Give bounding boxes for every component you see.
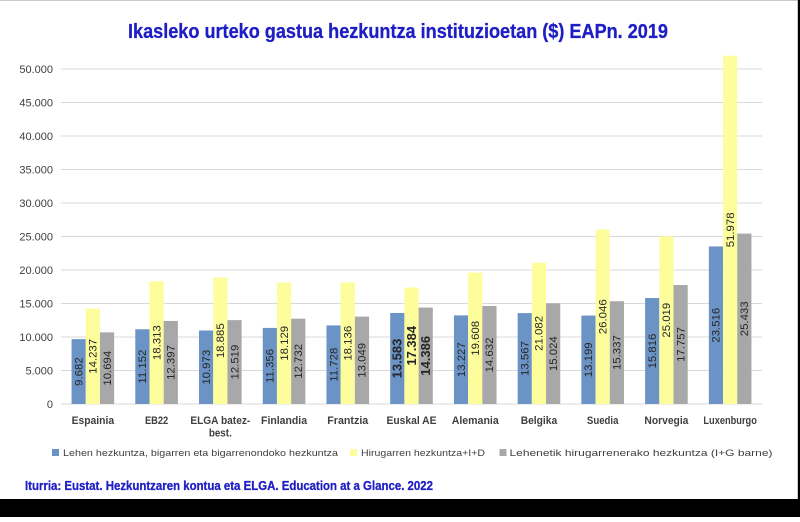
- svg-text:40.000: 40.000: [19, 131, 53, 143]
- svg-text:25.019: 25.019: [661, 303, 673, 338]
- svg-text:25.433: 25.433: [739, 301, 751, 336]
- svg-text:19.608: 19.608: [470, 321, 482, 356]
- svg-text:Finlandia: Finlandia: [261, 415, 308, 427]
- svg-text:10.000: 10.000: [19, 332, 53, 344]
- svg-text:50.000: 50.000: [19, 64, 53, 76]
- svg-text:18.313: 18.313: [151, 325, 163, 360]
- svg-text:Ikasleko urteko gastua hezkunt: Ikasleko urteko gastua hezkuntza institu…: [128, 21, 668, 43]
- svg-text:0: 0: [47, 399, 53, 411]
- svg-text:26.046: 26.046: [597, 299, 609, 334]
- svg-text:10.694: 10.694: [102, 351, 114, 386]
- svg-text:ELGA batez-: ELGA batez-: [190, 415, 250, 427]
- svg-text:51.978: 51.978: [725, 212, 737, 247]
- svg-text:15.337: 15.337: [612, 335, 624, 370]
- svg-text:12.732: 12.732: [293, 344, 305, 379]
- svg-text:15.024: 15.024: [548, 336, 560, 371]
- svg-text:14.237: 14.237: [88, 339, 100, 374]
- svg-text:13.227: 13.227: [456, 342, 468, 377]
- svg-text:30.000: 30.000: [19, 198, 53, 210]
- svg-text:Euskal AE: Euskal AE: [387, 415, 437, 427]
- svg-text:12.519: 12.519: [229, 345, 241, 380]
- svg-text:Belgika: Belgika: [521, 415, 558, 427]
- svg-text:Alemania: Alemania: [452, 415, 500, 427]
- svg-text:9.682: 9.682: [73, 357, 85, 386]
- svg-text:5.000: 5.000: [25, 366, 53, 378]
- svg-text:13.567: 13.567: [520, 341, 532, 376]
- svg-text:45.000: 45.000: [19, 98, 53, 110]
- svg-text:Iturria: Eustat. Hezkuntzaren: Iturria: Eustat. Hezkuntzaren kontua eta…: [25, 478, 433, 493]
- svg-text:18.129: 18.129: [279, 326, 291, 361]
- svg-text:11.728: 11.728: [328, 348, 340, 382]
- svg-text:Espainia: Espainia: [72, 415, 115, 427]
- svg-text:Suedia: Suedia: [587, 415, 619, 427]
- svg-text:18.885: 18.885: [215, 323, 227, 358]
- svg-text:Lehen hezkuntza, bigarren eta: Lehen hezkuntza, bigarren eta bigarrenon…: [63, 448, 339, 459]
- svg-text:18.136: 18.136: [343, 326, 355, 361]
- svg-text:Hirugarren hezkuntza+I+D: Hirugarren hezkuntza+I+D: [361, 448, 485, 459]
- svg-text:12.397: 12.397: [166, 345, 178, 380]
- svg-text:EB22: EB22: [145, 415, 168, 427]
- svg-text:17.384: 17.384: [404, 325, 419, 366]
- svg-text:11.356: 11.356: [265, 349, 277, 383]
- svg-text:best.: best.: [209, 428, 232, 440]
- svg-text:13.583: 13.583: [390, 339, 405, 379]
- svg-text:23.516: 23.516: [711, 308, 723, 343]
- svg-text:13.049: 13.049: [357, 343, 369, 378]
- svg-text:10.973: 10.973: [201, 350, 213, 385]
- svg-text:13.199: 13.199: [583, 342, 595, 377]
- svg-text:14.386: 14.386: [418, 336, 433, 376]
- svg-text:15.816: 15.816: [647, 334, 659, 369]
- svg-text:Luxenburgo: Luxenburgo: [703, 415, 757, 427]
- svg-text:20.000: 20.000: [19, 265, 53, 277]
- svg-text:35.000: 35.000: [19, 165, 53, 177]
- svg-text:25.000: 25.000: [19, 232, 53, 244]
- svg-text:14.632: 14.632: [484, 338, 496, 373]
- svg-text:Norvegia: Norvegia: [644, 415, 689, 427]
- svg-text:21.082: 21.082: [534, 316, 546, 351]
- svg-text:Lehenetik hirugarrenerako hezk: Lehenetik hirugarrenerako hezkuntza (I+G…: [510, 448, 773, 459]
- svg-text:17.757: 17.757: [675, 327, 687, 362]
- svg-text:11.152: 11.152: [137, 350, 149, 384]
- svg-text:Frantzia: Frantzia: [327, 415, 369, 427]
- svg-text:15.000: 15.000: [19, 299, 53, 311]
